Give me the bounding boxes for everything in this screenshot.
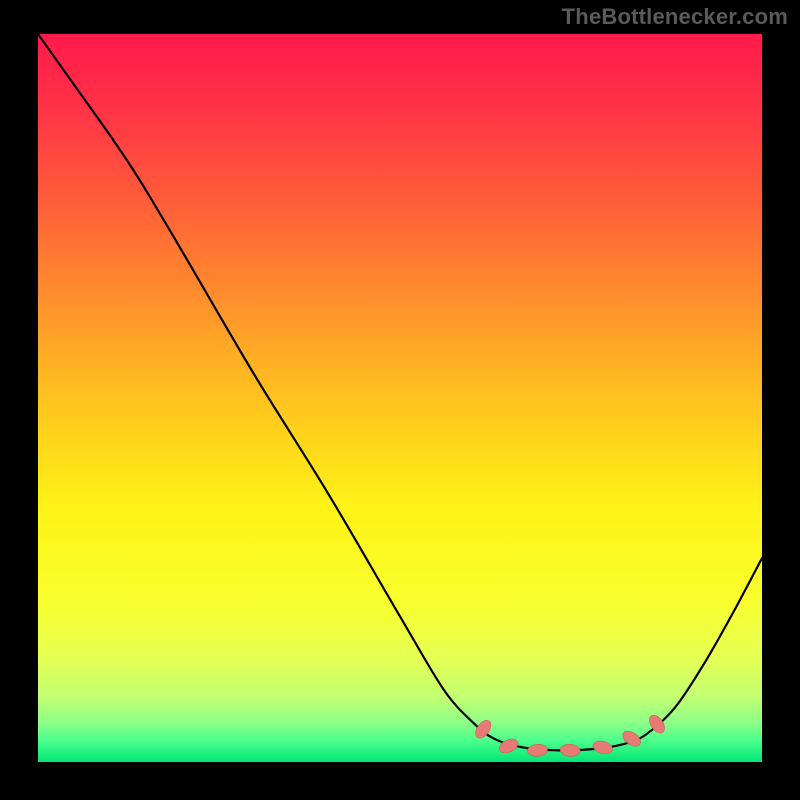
watermark-text: TheBottlenecker.com <box>562 4 788 30</box>
gradient-background <box>38 34 762 762</box>
chart-svg <box>38 34 762 762</box>
figure-canvas: TheBottlenecker.com <box>0 0 800 800</box>
plot-area <box>38 34 762 762</box>
